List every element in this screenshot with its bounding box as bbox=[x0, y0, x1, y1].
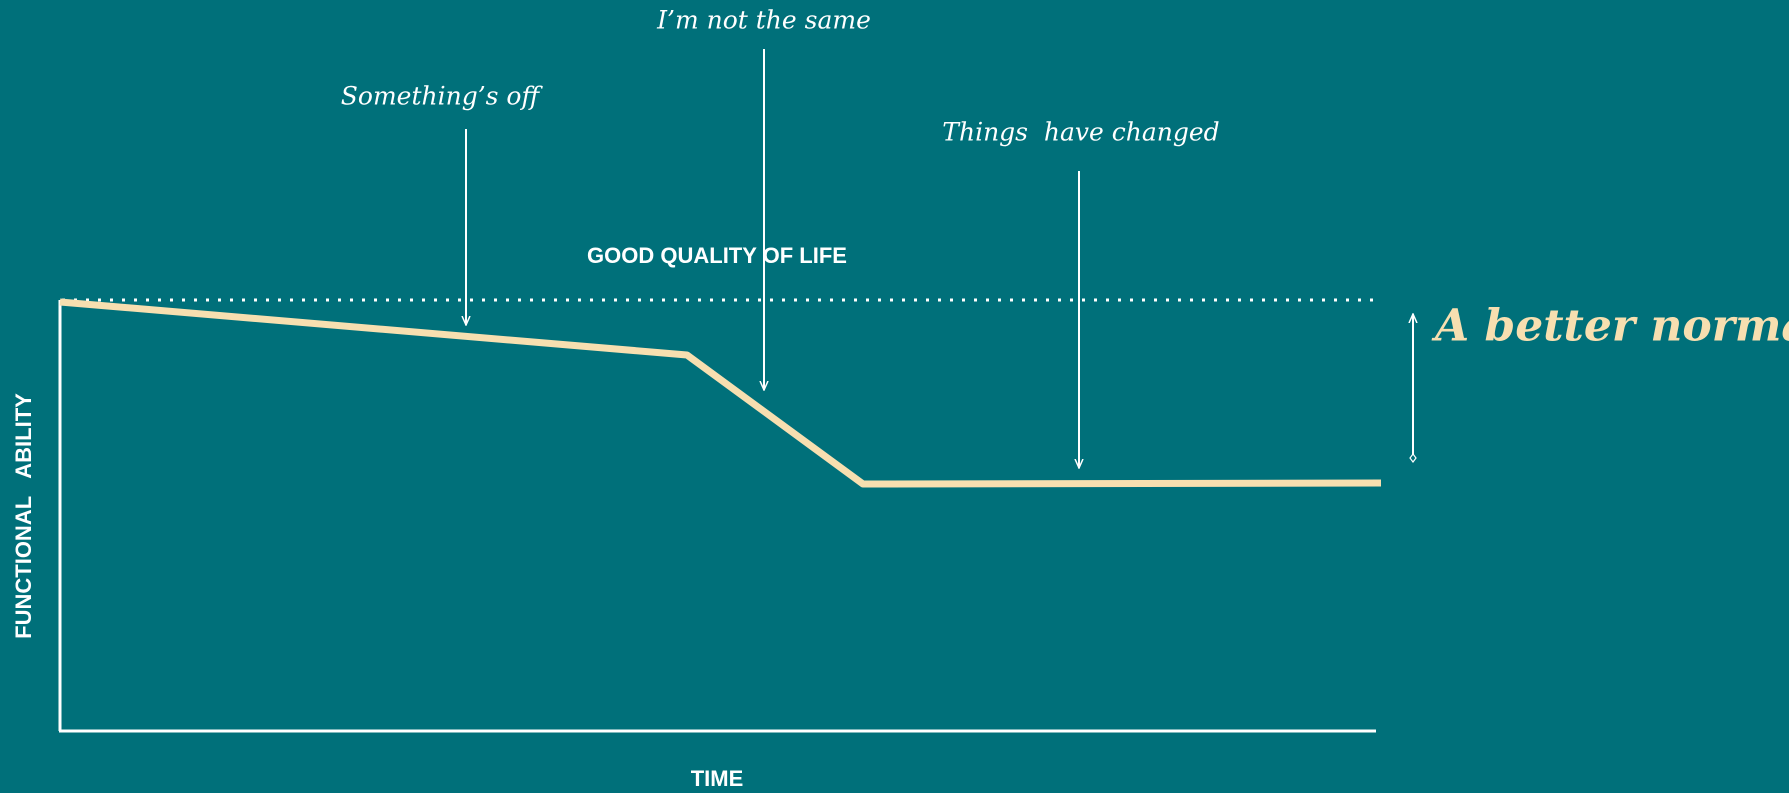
annotation: Something’s off bbox=[341, 82, 544, 111]
result-label: A better normal bbox=[1431, 301, 1789, 352]
annotation: I’m not the same bbox=[656, 6, 871, 35]
y-axis-label: FUNCTIONAL ABILITY bbox=[11, 393, 36, 639]
ability-curve bbox=[59, 298, 1382, 488]
x-axis-label: TIME bbox=[691, 766, 744, 791]
annotation: Things have changed bbox=[942, 118, 1219, 147]
reference-label: GOOD QUALITY OF LIFE bbox=[587, 243, 847, 268]
